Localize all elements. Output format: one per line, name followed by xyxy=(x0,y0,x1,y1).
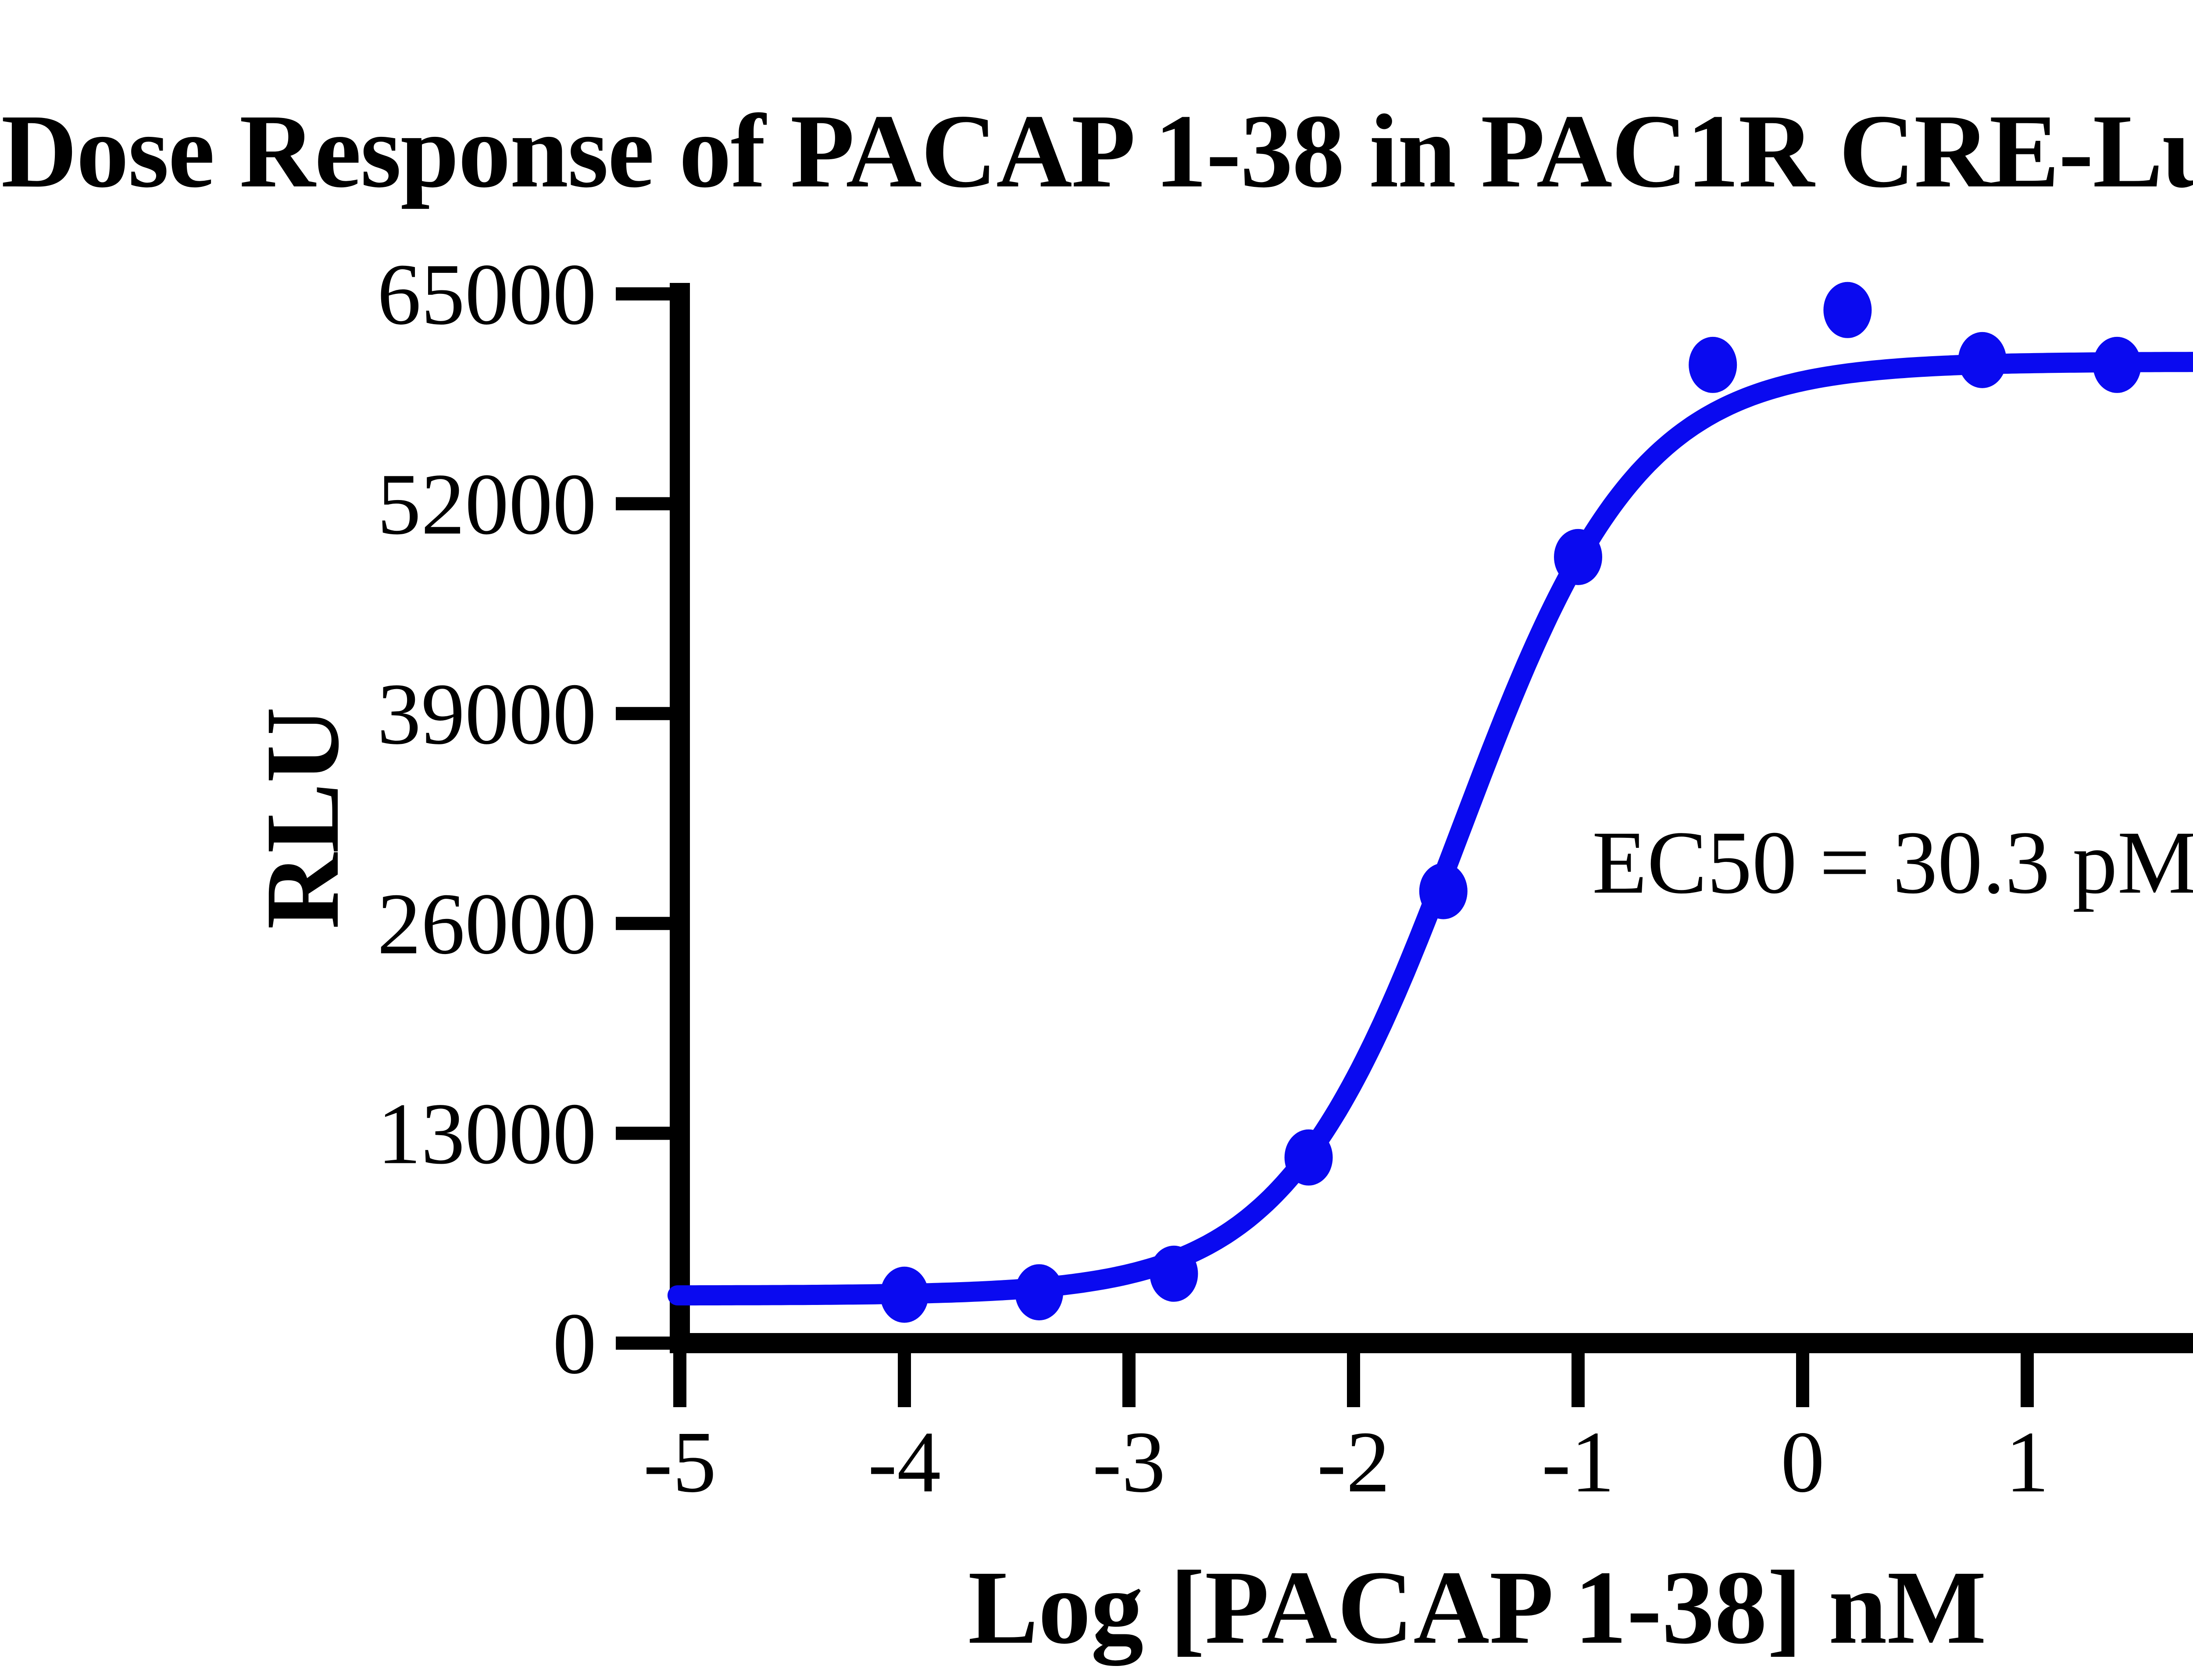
y-tick-label: 52000 xyxy=(377,456,596,553)
y-tick-label: 0 xyxy=(553,1295,596,1392)
y-tick-label: 13000 xyxy=(377,1086,596,1183)
data-point xyxy=(1284,1129,1333,1186)
data-point xyxy=(1554,529,1602,585)
ec50-annotation: EC50 = 30.3 pM xyxy=(1592,813,2193,912)
y-axis-ticks: 0 13000 26000 39000 52000 65000 xyxy=(377,246,670,1392)
x-tick-label: -4 xyxy=(868,1414,941,1511)
x-tick-label: -2 xyxy=(1317,1414,1390,1511)
data-point xyxy=(1150,1245,1198,1302)
x-tick-label: 0 xyxy=(1781,1414,1825,1511)
y-tick-label: 39000 xyxy=(377,666,596,763)
data-point xyxy=(880,1266,929,1323)
y-tick-label: 26000 xyxy=(377,876,596,972)
x-axis-title: Log [PACAP 1-38] nM xyxy=(968,1549,1986,1666)
chart-title: Dose Response of PACAP 1-38 in PAC1R CRE… xyxy=(1,93,2193,209)
data-point xyxy=(1958,332,2007,388)
x-axis-ticks: -5-4-3-2-1012 xyxy=(643,1353,2049,1511)
data-point xyxy=(1015,1264,1064,1321)
data-point xyxy=(2093,336,2141,393)
data-point xyxy=(1419,863,1468,919)
y-tick-label: 65000 xyxy=(377,246,596,343)
data-point xyxy=(1689,336,1737,393)
data-points-group xyxy=(880,282,2141,1323)
x-tick-label: 1 xyxy=(2005,1414,2049,1511)
y-axis-title: RLU xyxy=(244,707,361,929)
x-tick-label: -3 xyxy=(1093,1414,1166,1511)
data-point xyxy=(1823,282,1872,338)
x-tick-label: -5 xyxy=(643,1414,717,1511)
x-tick-label: -1 xyxy=(1542,1414,1615,1511)
